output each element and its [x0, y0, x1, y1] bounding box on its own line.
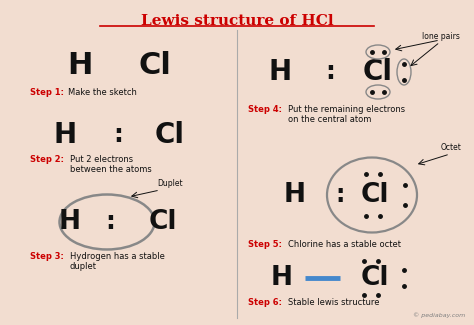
- Text: Step 6:: Step 6:: [248, 298, 282, 307]
- Text: Lewis structure of HCl: Lewis structure of HCl: [141, 14, 333, 28]
- Text: Make the sketch: Make the sketch: [68, 88, 137, 97]
- Text: © pediabay.com: © pediabay.com: [413, 312, 465, 318]
- Text: duplet: duplet: [70, 262, 97, 271]
- Text: :: :: [325, 60, 335, 84]
- Text: between the atoms: between the atoms: [70, 165, 152, 174]
- Text: H: H: [271, 265, 293, 291]
- Text: H: H: [67, 50, 93, 80]
- Text: H: H: [59, 209, 81, 235]
- Text: Octet: Octet: [441, 143, 462, 152]
- Text: H: H: [54, 121, 77, 149]
- Text: lone pairs: lone pairs: [422, 32, 460, 41]
- Text: Cl: Cl: [138, 50, 172, 80]
- Text: H: H: [268, 58, 292, 86]
- Text: Step 3:: Step 3:: [30, 252, 64, 261]
- Text: Cl: Cl: [149, 209, 177, 235]
- Text: Step 4:: Step 4:: [248, 105, 282, 114]
- Text: :: :: [105, 210, 115, 234]
- Text: :: :: [335, 183, 345, 207]
- Text: :: :: [113, 123, 123, 147]
- Text: Step 1:: Step 1:: [30, 88, 64, 97]
- Text: Cl: Cl: [363, 58, 393, 86]
- Text: Cl: Cl: [361, 265, 389, 291]
- Text: Duplet: Duplet: [157, 179, 183, 188]
- Text: Cl: Cl: [155, 121, 185, 149]
- Text: Step 5:: Step 5:: [248, 240, 282, 249]
- Text: Stable lewis structure: Stable lewis structure: [288, 298, 380, 307]
- Text: H: H: [284, 182, 306, 208]
- Text: Hydrogen has a stable: Hydrogen has a stable: [70, 252, 165, 261]
- Text: on the central atom: on the central atom: [288, 115, 371, 124]
- Text: Step 2:: Step 2:: [30, 155, 64, 164]
- Text: Put the remaining electrons: Put the remaining electrons: [288, 105, 405, 114]
- Text: Put 2 electrons: Put 2 electrons: [70, 155, 133, 164]
- Text: Cl: Cl: [361, 182, 389, 208]
- Text: Chlorine has a stable octet: Chlorine has a stable octet: [288, 240, 401, 249]
